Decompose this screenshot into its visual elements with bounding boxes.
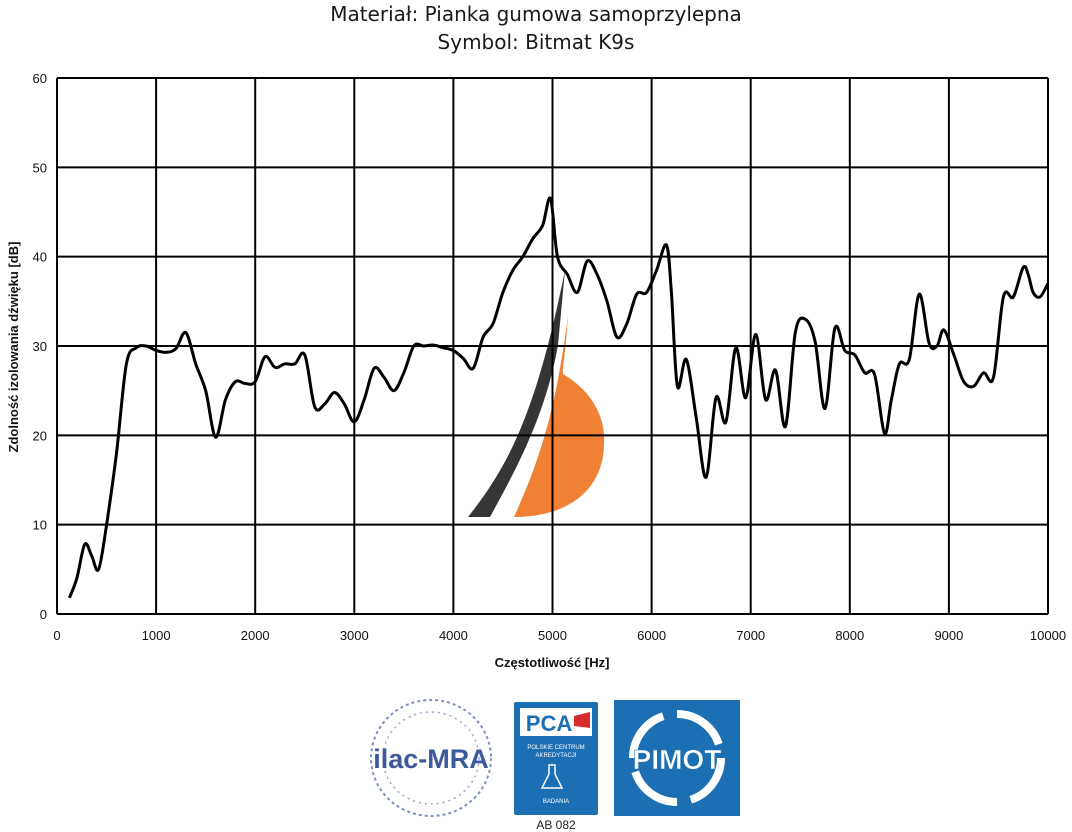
y-tick-label: 60 (33, 71, 47, 86)
x-tick-label: 1000 (142, 628, 171, 643)
x-tick-label: 9000 (934, 628, 963, 643)
x-tick-label: 2000 (241, 628, 270, 643)
pimot-logo: PIMOT (614, 700, 740, 816)
x-tick-label: 6000 (637, 628, 666, 643)
pca-code: AB 082 (536, 818, 576, 832)
y-tick-label: 40 (33, 250, 47, 265)
y-tick-label: 10 (33, 518, 47, 533)
pca-text: PCA (526, 711, 573, 736)
axis-ticks: 0 1000 2000 3000 4000 5000 6000 7000 8000 9000 100… (33, 71, 1067, 643)
y-tick-label: 30 (33, 339, 47, 354)
x-tick-label: 7000 (736, 628, 765, 643)
series-line (67, 196, 1050, 599)
watermark-logo (468, 270, 605, 517)
pca-line-1: POLSKIE CENTRUM (527, 745, 584, 751)
pca-badania: BADANIA (543, 799, 569, 805)
pca-logo: PCA POLSKIE CENTRUM AKREDYTACJI BADANIA … (514, 702, 598, 832)
chart-title: Materiał: Pianka gumowa samoprzylepna (330, 2, 742, 26)
x-tick-label: 0 (53, 628, 60, 643)
x-tick-label: 5000 (538, 628, 567, 643)
pimot-text: PIMOT (633, 744, 722, 775)
x-tick-label: 4000 (439, 628, 468, 643)
y-tick-label: 0 (40, 607, 47, 622)
x-tick-label: 10000 (1030, 628, 1066, 643)
pca-line-2: AKREDYTACJI (536, 753, 577, 759)
ilac-mra-text: ilac-MRA (373, 744, 489, 774)
x-axis-label: Częstotliwość [Hz] (495, 655, 610, 670)
x-tick-label: 8000 (835, 628, 864, 643)
y-tick-label: 20 (33, 428, 47, 443)
y-axis-label: Zdolność izolowania dźwięku [dB] (6, 242, 21, 453)
chart-subtitle: Symbol: Bitmat K9s (437, 30, 635, 54)
flask-icon (540, 764, 564, 789)
y-tick-label: 50 (33, 160, 47, 175)
chart-grid (56, 77, 1049, 615)
series-layer (67, 196, 1050, 599)
ilac-mra-logo: ilac-MRA (370, 699, 492, 817)
x-tick-label: 3000 (340, 628, 369, 643)
